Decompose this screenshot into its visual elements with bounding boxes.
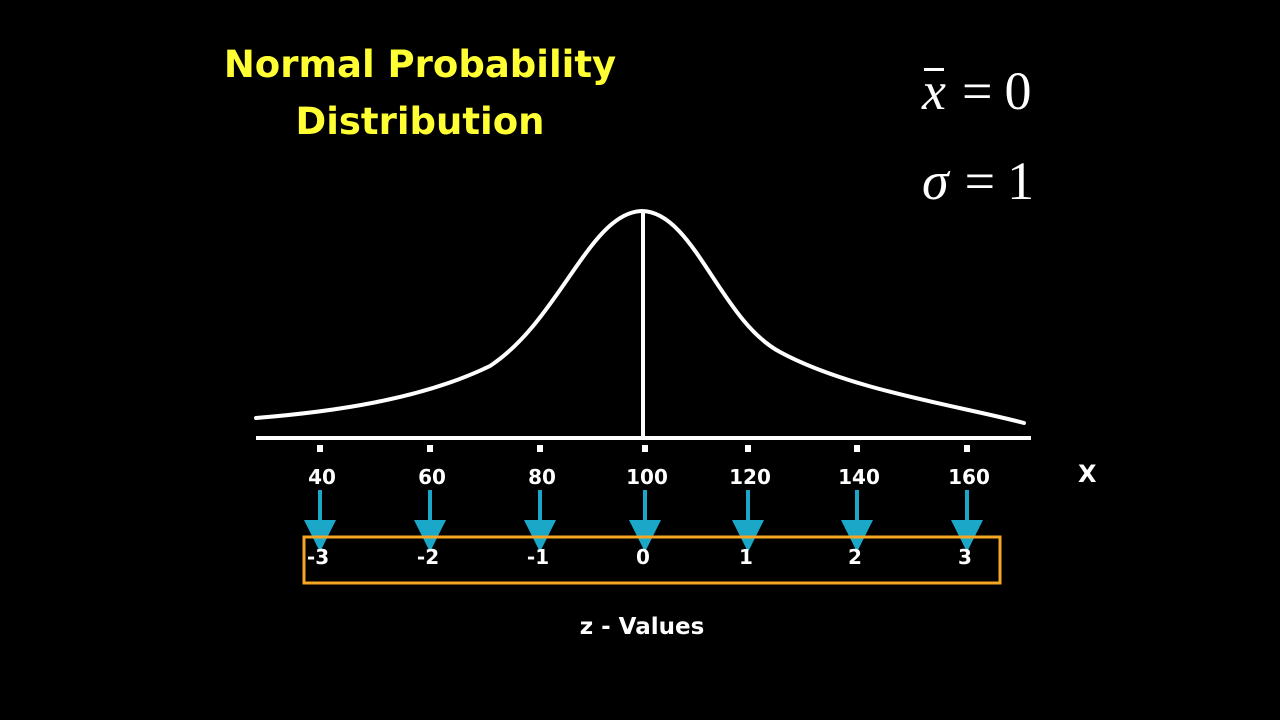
x-tick-mark — [964, 445, 970, 452]
z-value-label: 0 — [636, 545, 650, 569]
x-tick-mark — [427, 445, 433, 452]
x-axis-ticks — [317, 445, 970, 452]
x-tick-mark — [317, 445, 323, 452]
mean-equation: x = 0 — [922, 58, 1034, 148]
x-axis-tick-labels: 40 60 80 100 120 140 160 — [308, 465, 990, 489]
title-line-1: Normal Probability — [223, 43, 617, 86]
x-axis-letter: X — [1078, 460, 1097, 488]
x-tick-label: 40 — [308, 465, 336, 489]
z-value-label: 3 — [958, 545, 972, 569]
x-tick-label: 160 — [948, 465, 990, 489]
conversion-arrows — [304, 490, 983, 552]
x-tick-label: 120 — [729, 465, 771, 489]
sd-equation: σ = 1 — [922, 148, 1034, 238]
z-values-box — [302, 535, 1002, 585]
z-value-label: -1 — [527, 545, 549, 569]
mean-equals: = — [961, 61, 993, 121]
x-tick-label: 140 — [838, 465, 880, 489]
mean-symbol: x — [922, 58, 946, 124]
x-tick-label: 60 — [418, 465, 446, 489]
mean-value: 0 — [1004, 61, 1032, 121]
page-title: Normal Probability Distribution — [210, 36, 630, 150]
parameters: x = 0 σ = 1 — [922, 58, 1034, 238]
x-tick-mark — [745, 445, 751, 452]
x-tick-mark — [642, 445, 648, 452]
z-value-labels: -3 -2 -1 0 1 2 3 — [307, 545, 972, 569]
bell-curve — [254, 208, 1026, 425]
z-value-label: -3 — [307, 545, 329, 569]
z-value-label: 2 — [848, 545, 862, 569]
sd-equals: = — [964, 151, 996, 211]
z-value-label: 1 — [739, 545, 753, 569]
x-tick-label: 100 — [626, 465, 668, 489]
sd-symbol: σ — [922, 151, 949, 211]
z-values-caption: z - Values — [580, 614, 705, 640]
x-tick-label: 80 — [528, 465, 556, 489]
z-value-label: -2 — [417, 545, 439, 569]
x-tick-mark — [537, 445, 543, 452]
x-tick-mark — [854, 445, 860, 452]
sd-value: 1 — [1007, 151, 1035, 211]
title-line-2: Distribution — [295, 100, 545, 143]
